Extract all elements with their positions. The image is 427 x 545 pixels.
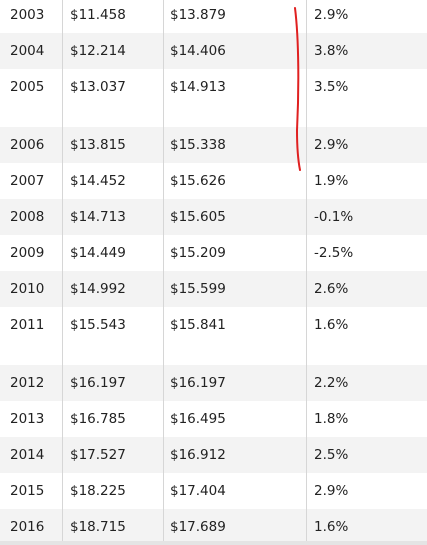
column-separator: [306, 0, 307, 541]
table-row: 2010 $14.992 $15.599 2.6%: [0, 271, 427, 307]
table-row: 2006 $13.815 $15.338 2.9%: [0, 127, 427, 163]
year-cell: 2011: [10, 317, 45, 333]
value-cell: $15.605: [170, 209, 226, 225]
year-cell: 2004: [10, 43, 45, 59]
value-cell: $15.599: [170, 281, 226, 297]
percent-cell: 1.8%: [314, 411, 349, 427]
value-cell: $15.338: [170, 137, 226, 153]
value-cell: $16.785: [70, 411, 126, 427]
percent-cell: 1.9%: [314, 173, 349, 189]
value-cell: $16.197: [170, 375, 226, 391]
scrollbar[interactable]: [0, 541, 427, 545]
value-cell: $15.841: [170, 317, 226, 333]
value-cell: $14.449: [70, 245, 126, 261]
year-cell: 2013: [10, 411, 45, 427]
percent-cell: 2.6%: [314, 281, 349, 297]
table-row: 2008 $14.713 $15.605 -0.1%: [0, 199, 427, 235]
value-cell: $14.992: [70, 281, 126, 297]
percent-cell: -2.5%: [314, 245, 354, 261]
value-cell: $16.912: [170, 447, 226, 463]
year-cell: 2007: [10, 173, 45, 189]
percent-cell: 2.2%: [314, 375, 349, 391]
year-cell: 2012: [10, 375, 45, 391]
year-cell: 2016: [10, 519, 45, 535]
value-cell: $13.879: [170, 7, 226, 23]
year-cell: 2010: [10, 281, 45, 297]
value-cell: $16.197: [70, 375, 126, 391]
percent-cell: 1.6%: [314, 519, 349, 535]
value-cell: $11.458: [70, 7, 126, 23]
percent-cell: -0.1%: [314, 209, 354, 225]
value-cell: $14.452: [70, 173, 126, 189]
value-cell: $17.404: [170, 483, 226, 499]
year-cell: 2008: [10, 209, 45, 225]
percent-cell: 2.5%: [314, 447, 349, 463]
table-row: 2014 $17.527 $16.912 2.5%: [0, 437, 427, 473]
value-cell: $15.626: [170, 173, 226, 189]
value-cell: $14.406: [170, 43, 226, 59]
year-cell: 2014: [10, 447, 45, 463]
table-row: 2011 $15.543 $15.841 1.6%: [0, 307, 427, 365]
column-separator: [62, 0, 63, 541]
percent-cell: 3.8%: [314, 43, 349, 59]
value-cell: $16.495: [170, 411, 226, 427]
table-row: 2016 $18.715 $17.689 1.6%: [0, 509, 427, 541]
year-cell: 2006: [10, 137, 45, 153]
table-row: 2004 $12.214 $14.406 3.8%: [0, 33, 427, 69]
percent-cell: 1.6%: [314, 317, 349, 333]
percent-cell: 2.9%: [314, 483, 349, 499]
value-cell: $14.913: [170, 79, 226, 95]
value-cell: $15.543: [70, 317, 126, 333]
table-row: 2015 $18.225 $17.404 2.9%: [0, 473, 427, 509]
year-cell: 2005: [10, 79, 45, 95]
percent-cell: 2.9%: [314, 7, 349, 23]
table-row: 2003 $11.458 $13.879 2.9%: [0, 0, 427, 33]
value-cell: $13.815: [70, 137, 126, 153]
value-cell: $18.225: [70, 483, 126, 499]
value-cell: $13.037: [70, 79, 126, 95]
table-row: 2005 $13.037 $14.913 3.5%: [0, 69, 427, 127]
table-row: 2012 $16.197 $16.197 2.2%: [0, 365, 427, 401]
value-cell: $17.527: [70, 447, 126, 463]
value-cell: $12.214: [70, 43, 126, 59]
table-row: 2013 $16.785 $16.495 1.8%: [0, 401, 427, 437]
value-cell: $15.209: [170, 245, 226, 261]
value-cell: $14.713: [70, 209, 126, 225]
table-row: 2007 $14.452 $15.626 1.9%: [0, 163, 427, 199]
percent-cell: 3.5%: [314, 79, 349, 95]
year-cell: 2003: [10, 7, 45, 23]
year-cell: 2009: [10, 245, 45, 261]
red-annotation-line: [294, 7, 301, 171]
value-cell: $18.715: [70, 519, 126, 535]
percent-cell: 2.9%: [314, 137, 349, 153]
table-row: 2009 $14.449 $15.209 -2.5%: [0, 235, 427, 271]
column-separator: [163, 0, 164, 541]
value-cell: $17.689: [170, 519, 226, 535]
year-cell: 2015: [10, 483, 45, 499]
